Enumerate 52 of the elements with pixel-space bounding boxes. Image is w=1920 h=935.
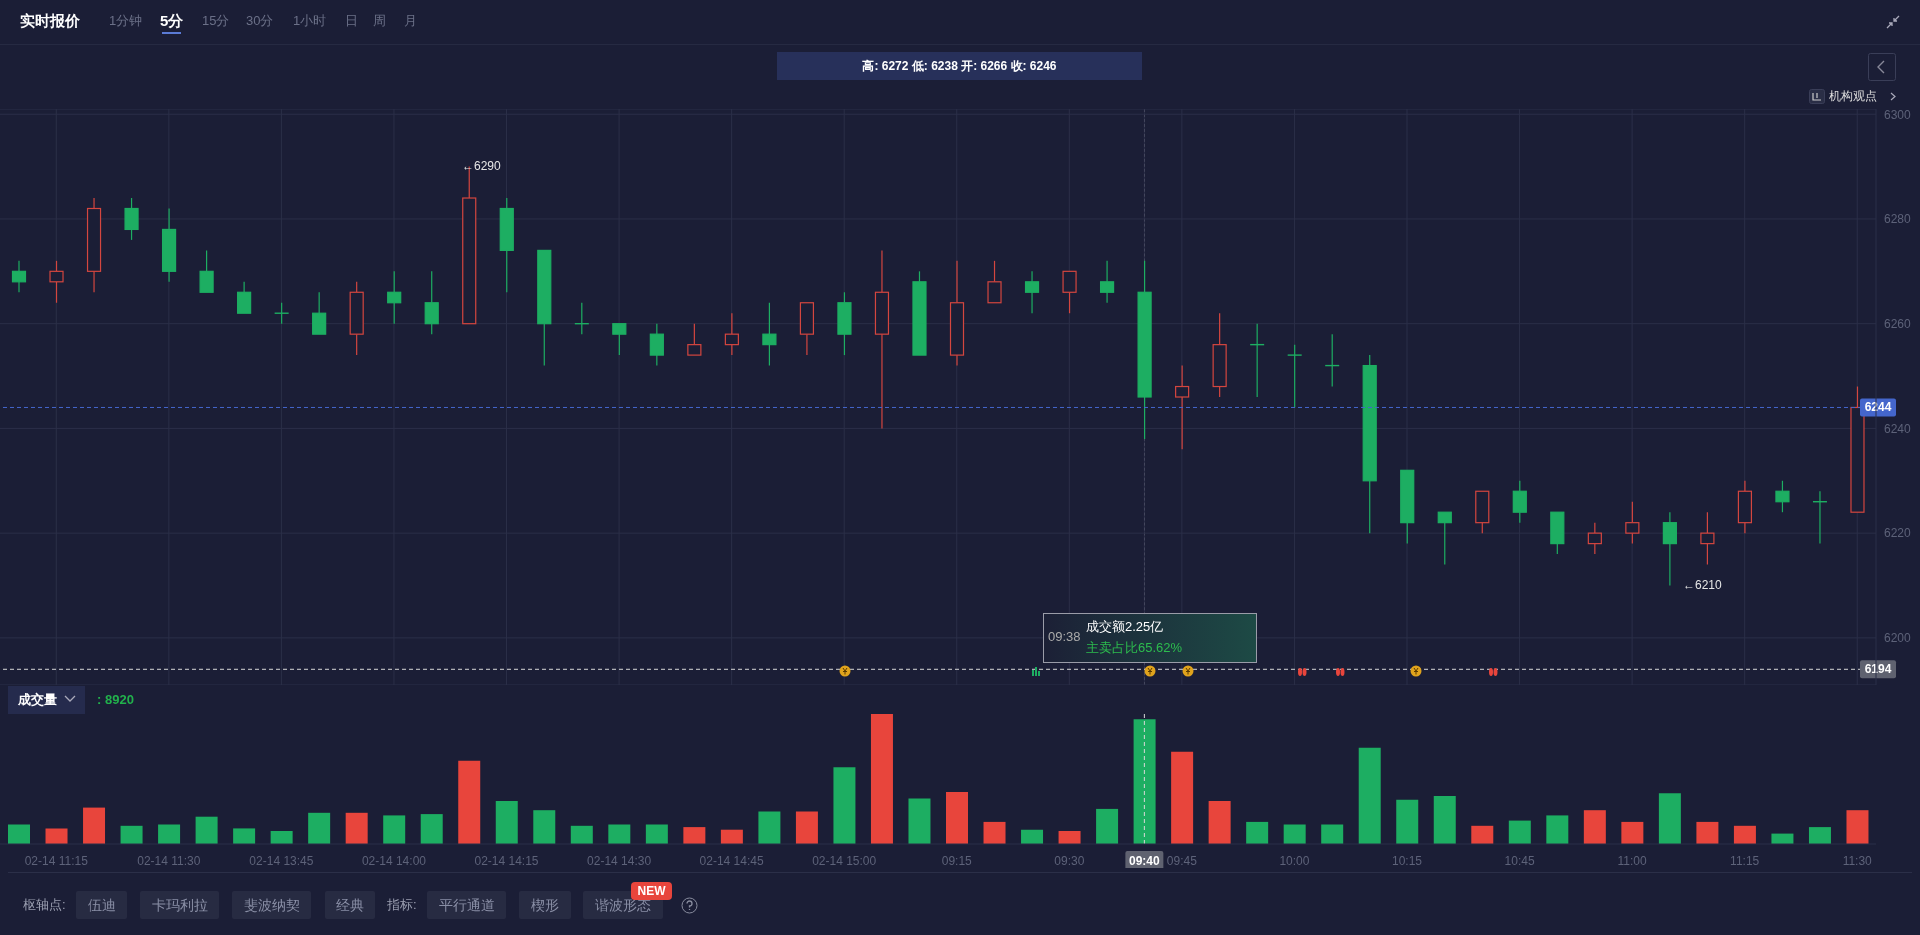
annotation: 成交额2.25亿 bbox=[1086, 618, 1164, 636]
annotation: 09:38 bbox=[1048, 628, 1081, 646]
ref-line-label: 6244 bbox=[1864, 400, 1892, 415]
text: 卡玛利拉 bbox=[140, 891, 219, 919]
text: 指标: bbox=[387, 896, 417, 914]
text: 楔形 bbox=[519, 891, 571, 919]
x-tick-label: 10:15 bbox=[1391, 854, 1423, 868]
x-tick-label: 09:15 bbox=[941, 854, 973, 868]
text: 15分 bbox=[202, 12, 230, 30]
text: 斐波纳契 bbox=[232, 891, 311, 919]
annotation: ←6290 bbox=[462, 158, 501, 175]
x-tick-label: 02-14 14:00 bbox=[361, 854, 427, 868]
y-tick-label: 6280 bbox=[1884, 212, 1912, 227]
text: 日 bbox=[345, 12, 358, 30]
text: 枢轴点: bbox=[23, 896, 66, 914]
x-tick-label: 02-14 15:00 bbox=[812, 854, 877, 868]
text: 经典 bbox=[325, 891, 375, 919]
x-tick-label: 02-14 14:30 bbox=[587, 854, 652, 868]
x-tick-label: 09:45 bbox=[1166, 854, 1198, 868]
y-tick-label: 6220 bbox=[1884, 526, 1912, 541]
ref-line-label: 6194 bbox=[1864, 662, 1892, 677]
text: 5分 bbox=[160, 11, 184, 31]
x-tick-label: 02-14 13:45 bbox=[249, 854, 314, 868]
y-tick-label: 6240 bbox=[1884, 421, 1912, 436]
chart-title: 实时报价 bbox=[20, 11, 80, 31]
text: 机构观点 bbox=[1829, 88, 1877, 105]
text: : 8920 bbox=[97, 691, 134, 709]
annotation: 主卖占比65.62% bbox=[1086, 639, 1183, 657]
x-tick-label: 11:30 bbox=[1842, 854, 1873, 868]
annotation: ←6210 bbox=[1683, 577, 1722, 594]
text: 周 bbox=[373, 12, 386, 30]
x-tick-label: 02-14 11:15 bbox=[24, 854, 89, 868]
x-tick-label: 02-14 11:30 bbox=[137, 854, 201, 868]
y-tick-label: 6260 bbox=[1884, 316, 1912, 331]
x-tick-label: 10:45 bbox=[1504, 854, 1535, 868]
text: 1分钟 bbox=[109, 12, 143, 30]
chart-title: 成交量 bbox=[8, 686, 85, 714]
y-tick-label: 6300 bbox=[1884, 107, 1912, 122]
text: 30分 bbox=[246, 12, 274, 30]
x-tick-label: 11:00 bbox=[1617, 854, 1648, 868]
x-tick-label: 02-14 14:15 bbox=[474, 854, 539, 868]
x-tick-label: 11:15 bbox=[1730, 854, 1760, 868]
y-tick-label: 6200 bbox=[1884, 631, 1912, 646]
text: 平行通道 bbox=[427, 891, 506, 919]
text: 1小时 bbox=[293, 12, 327, 30]
x-tick-label: 10:00 bbox=[1279, 854, 1310, 868]
text: 伍迪 bbox=[76, 891, 127, 919]
x-tick-label: 02-14 14:45 bbox=[699, 854, 764, 868]
text: 月 bbox=[404, 12, 417, 30]
chart-subtitle: 高: 6272 低: 6238 开: 6266 收: 6246 bbox=[777, 52, 1142, 80]
x-tick-label: 09:30 bbox=[1054, 854, 1085, 868]
x-tick-label: 09:40 bbox=[1129, 854, 1161, 868]
